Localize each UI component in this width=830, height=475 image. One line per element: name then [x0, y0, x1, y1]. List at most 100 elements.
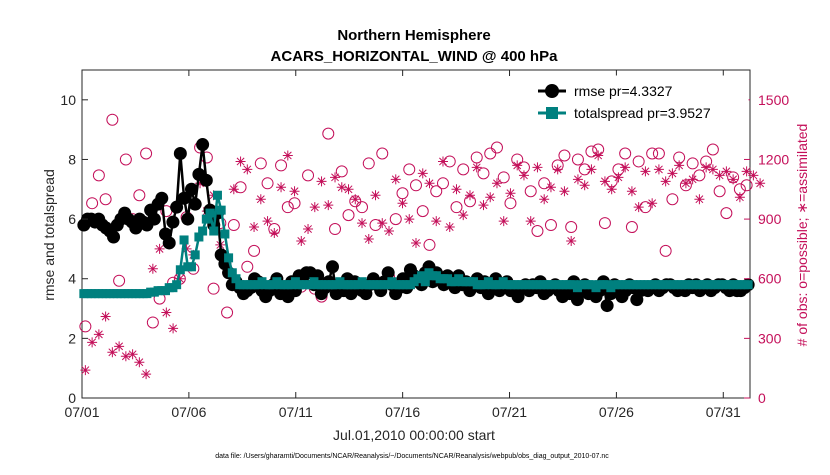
assimilated-obs-point	[114, 341, 125, 352]
assimilated-obs-point	[282, 150, 293, 161]
legend-rmse-marker	[545, 84, 559, 98]
totalspread-point	[201, 214, 211, 224]
assimilated-obs-point	[93, 329, 104, 340]
possible-obs-point	[625, 221, 638, 234]
totalspread-point	[209, 226, 219, 236]
assimilated-obs-point	[653, 164, 664, 175]
possible-obs-point	[706, 143, 719, 156]
assimilated-obs-point	[141, 369, 152, 380]
assimilated-obs-point	[411, 237, 421, 248]
possible-obs-point	[416, 205, 429, 218]
assimilated-obs-point	[498, 216, 509, 227]
totalspread-point	[186, 262, 196, 272]
possible-obs-point	[571, 153, 584, 166]
assimilated-obs-point	[572, 174, 583, 185]
plot-frame	[81, 69, 751, 399]
assimilated-obs-point	[377, 218, 388, 229]
assimilated-obs-point	[613, 172, 624, 183]
assimilated-obs-point	[134, 357, 145, 368]
assimilated-obs-point	[505, 188, 516, 199]
assimilated-obs-point	[249, 222, 260, 233]
assimilated-obs-point	[451, 184, 462, 195]
assimilated-obs-point	[437, 156, 448, 167]
x-tick-label: 07/26	[599, 404, 634, 420]
possible-obs-point	[146, 316, 159, 329]
assimilated-obs-point	[350, 194, 361, 205]
x-tick-label: 07/21	[492, 404, 527, 420]
assimilated-obs-point	[734, 192, 745, 203]
y-right-tick-label: 0	[758, 390, 766, 406]
possible-obs-point	[248, 244, 261, 257]
assimilated-obs-point	[674, 160, 685, 171]
possible-obs-point	[558, 149, 571, 162]
y-right-tick-label: 1500	[758, 92, 789, 108]
assimilated-obs-point	[424, 178, 435, 189]
assimilated-obs-point	[741, 166, 752, 177]
possible-obs-point	[632, 155, 645, 168]
assimilated-obs-point	[748, 170, 759, 181]
possible-obs-point	[720, 207, 733, 220]
assimilated-obs-point	[357, 218, 368, 229]
x-tick-label: 07/11	[279, 404, 313, 420]
assimilated-obs-point	[303, 224, 314, 235]
possible-obs-point	[490, 141, 503, 154]
possible-obs-point	[106, 113, 119, 126]
possible-obs-point	[99, 193, 112, 206]
possible-obs-point	[119, 153, 132, 166]
assimilated-obs-point	[228, 184, 239, 195]
assimilated-obs-point	[154, 243, 165, 254]
possible-obs-point	[369, 219, 382, 232]
assimilated-obs-point	[235, 156, 246, 167]
possible-obs-point	[396, 187, 409, 200]
assimilated-obs-point	[431, 216, 442, 227]
legend-totalspread-label: totalspread pr=3.9527	[574, 105, 711, 121]
assimilated-obs-point	[336, 182, 347, 193]
possible-obs-point	[362, 157, 375, 170]
totalspread-point	[205, 208, 215, 218]
assimilated-obs-point	[694, 194, 705, 205]
assimilated-obs-point	[755, 178, 766, 189]
assimilated-obs-point	[147, 263, 158, 274]
assimilated-obs-point	[586, 164, 597, 175]
y-axis-right-label: # of obs: o=possible; ∗=assimilated	[794, 124, 810, 347]
rmse-point	[600, 299, 614, 313]
assimilated-obs-point	[195, 178, 206, 189]
assimilated-obs-point	[707, 164, 718, 175]
x-axis-label: Jul.01,2010 00:00:00 start	[333, 427, 495, 443]
assimilated-obs-point	[168, 323, 179, 334]
totalspread-point	[420, 277, 430, 287]
assimilated-obs-point	[545, 182, 556, 193]
possible-obs-point	[619, 147, 632, 160]
assimilated-obs-point	[687, 174, 698, 185]
assimilated-obs-point	[417, 168, 428, 179]
totalspread-point	[175, 265, 185, 275]
possible-obs-point	[281, 201, 294, 214]
assimilated-obs-point	[107, 347, 118, 358]
possible-obs-point	[504, 197, 517, 210]
rmse-point	[199, 173, 213, 187]
totalspread-point	[198, 226, 208, 236]
rmse-point	[170, 200, 184, 214]
rmse-point	[177, 191, 191, 205]
rmse-point	[196, 138, 210, 152]
rmse-point	[173, 146, 187, 160]
assimilated-obs-point	[458, 210, 469, 221]
totalspread-point	[216, 205, 226, 215]
assimilated-obs-point	[579, 180, 590, 191]
assimilated-obs-point	[127, 349, 138, 360]
possible-obs-point	[652, 147, 665, 160]
possible-obs-point	[241, 260, 254, 273]
possible-obs-point	[376, 147, 389, 160]
assimilated-obs-point	[390, 174, 401, 185]
assimilated-obs-point	[100, 311, 111, 322]
possible-obs-point	[302, 169, 315, 182]
assimilated-obs-point	[620, 162, 631, 173]
assimilated-obs-point	[309, 202, 320, 213]
possible-obs-point	[538, 177, 551, 190]
possible-obs-point	[140, 147, 153, 160]
possible-obs-point	[79, 320, 92, 333]
rmse-point	[184, 182, 198, 196]
assimilated-obs-point	[444, 222, 455, 233]
assimilated-obs-point	[599, 176, 610, 187]
